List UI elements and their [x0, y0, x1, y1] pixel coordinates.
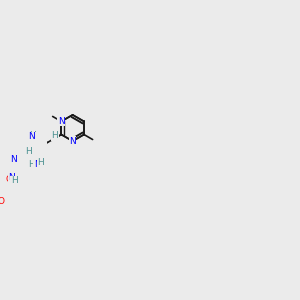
Text: H: H	[29, 131, 36, 140]
Text: N: N	[69, 136, 76, 146]
Text: N: N	[58, 117, 65, 126]
Text: N: N	[34, 160, 40, 169]
Text: N: N	[52, 132, 59, 141]
Text: H: H	[28, 160, 35, 169]
Text: O: O	[5, 175, 12, 184]
Text: H: H	[37, 158, 44, 166]
Text: O: O	[0, 197, 5, 206]
Text: H: H	[11, 176, 17, 185]
Text: N: N	[28, 132, 35, 141]
Text: H: H	[25, 147, 32, 156]
Text: N: N	[8, 173, 15, 182]
Text: N: N	[10, 155, 17, 164]
Text: H: H	[51, 131, 58, 140]
